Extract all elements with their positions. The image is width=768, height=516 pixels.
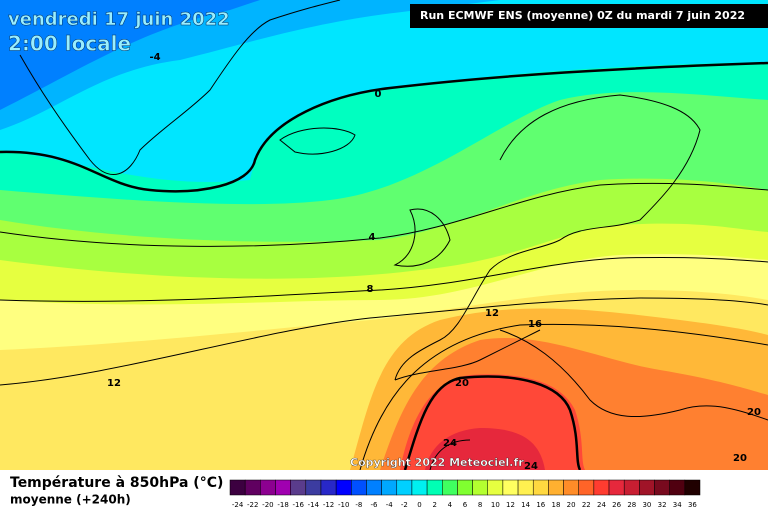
colorbar-label: 18 [552, 501, 561, 509]
colorbar-label: 20 [567, 501, 576, 509]
contour-label: 12 [107, 378, 121, 389]
colorbar-label: 6 [463, 501, 468, 509]
colorbar-label: 16 [536, 501, 545, 509]
color-swatch [335, 479, 352, 496]
isotherms [0, 61, 768, 471]
color-swatch [366, 479, 382, 496]
colorbar-label: 26 [612, 501, 621, 509]
contour-label: 12 [485, 308, 499, 319]
colorbar-label: -22 [247, 501, 258, 509]
colorbar-label: -16 [293, 501, 305, 509]
run-info: Run ECMWF ENS (moyenne) 0Z du mardi 7 ju… [420, 9, 745, 22]
color-swatch [684, 479, 701, 496]
contour-labels: -4 0 4 8 12 12 16 20 24 24 20 20 [107, 52, 761, 472]
colorbar-label: -4 [386, 501, 394, 509]
contour-label: 24 [524, 461, 538, 472]
color-swatch [502, 479, 519, 496]
colorbar-label: 8 [478, 501, 482, 509]
contour-label: 20 [455, 378, 469, 389]
color-swatch [563, 479, 579, 496]
colorbar-label: 22 [582, 501, 591, 509]
color-swatch [548, 479, 564, 496]
colorbar: -24 -22 -20 -18 -16 -14 -12 -10 -8 -6 -4 -2 0 2 4 6 8 10 1… [229, 479, 701, 509]
colorbar-label: -18 [277, 501, 288, 509]
map-title: vendredi 17 juin 2022 [8, 9, 230, 30]
colorbar-label: 30 [642, 501, 651, 509]
colorbar-label: 0 [417, 501, 421, 509]
contour-label: 20 [733, 453, 747, 464]
coastlines [19, 0, 768, 421]
color-swatch [593, 479, 610, 496]
contour-label: 16 [528, 319, 542, 330]
contour-label: 20 [747, 407, 761, 418]
color-swatch [290, 479, 307, 496]
color-swatch [426, 479, 443, 496]
colorbar-label: 10 [491, 501, 500, 509]
colorbar-label: 28 [627, 501, 636, 509]
color-swatch [578, 479, 595, 496]
color-swatch [532, 479, 549, 496]
temperature-field [0, 0, 768, 471]
colorbar-label: -12 [323, 501, 334, 509]
color-swatch [260, 479, 276, 496]
color-swatch [320, 479, 337, 496]
colorbar-label: -20 [262, 501, 273, 509]
colorbar-label: 2 [432, 501, 436, 509]
colorbar-label: 12 [506, 501, 515, 509]
copyright: Copyright 2022 Meteociel.fr [350, 456, 524, 469]
contour-label: 8 [367, 284, 374, 295]
contour-label: -4 [149, 52, 160, 63]
color-swatch [623, 479, 640, 496]
colorbar-label: 4 [448, 501, 453, 509]
legend-subtitle: moyenne (+240h) [10, 493, 131, 507]
color-swatch [305, 479, 322, 496]
color-swatch [517, 479, 534, 496]
color-swatch [411, 479, 428, 496]
colorbar-label: -24 [232, 501, 244, 509]
color-swatch [639, 479, 655, 496]
color-swatch [654, 479, 670, 496]
colorbar-label: 32 [658, 501, 667, 509]
colorbar-label: 14 [521, 501, 530, 509]
colorbar-label: 34 [673, 501, 682, 509]
run-info-box [410, 4, 768, 28]
local-time: 2:00 locale [8, 32, 131, 56]
color-swatch [381, 479, 398, 496]
legend-title: Température à 850hPa (°C) [10, 475, 223, 491]
colorbar-label: -2 [401, 501, 408, 509]
color-swatch [396, 479, 413, 496]
color-swatch [275, 479, 291, 496]
colorbar-label: -14 [308, 501, 320, 509]
color-swatch [244, 479, 261, 496]
colorbar-label: 36 [688, 501, 697, 509]
color-swatch [487, 479, 504, 496]
color-swatch [472, 479, 488, 496]
contour-label: 24 [443, 438, 457, 449]
color-swatch [351, 479, 367, 496]
contour-label: 4 [369, 232, 376, 243]
color-swatch [608, 479, 625, 496]
color-swatch [442, 479, 458, 496]
contour-label: 0 [375, 89, 382, 100]
colorbar-label: -8 [355, 501, 362, 509]
colorbar-label: 24 [597, 501, 606, 509]
color-swatch [457, 479, 473, 496]
colorbar-label: -10 [338, 501, 349, 509]
color-swatch [229, 479, 246, 496]
color-swatch [669, 479, 686, 496]
colorbar-label: -6 [371, 501, 379, 509]
